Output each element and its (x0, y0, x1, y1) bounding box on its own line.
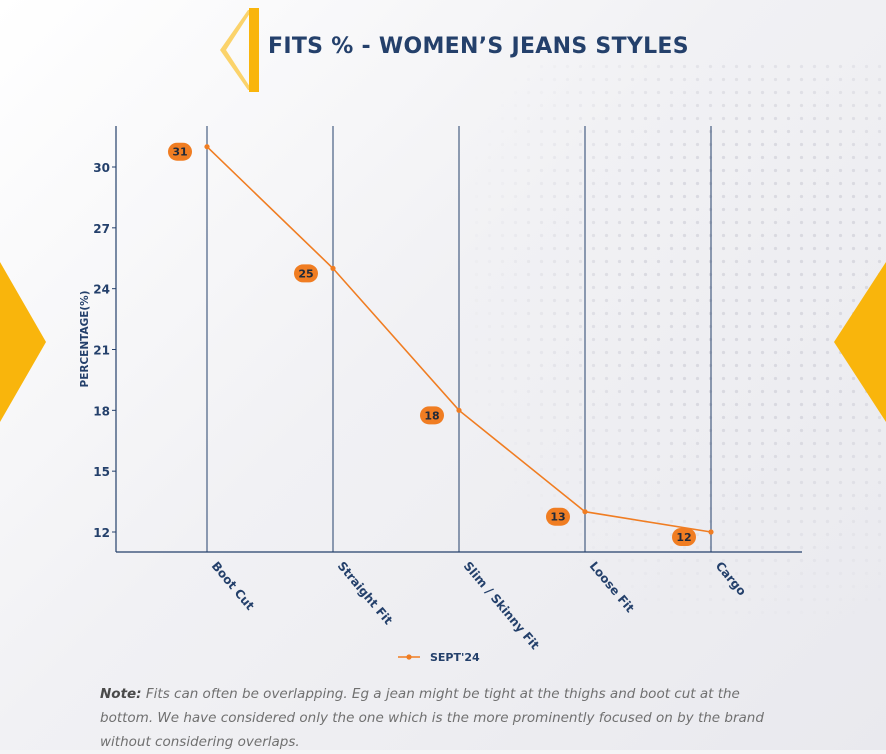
data-label-badge (168, 142, 192, 161)
footnote: Note: Fits can often be overlapping. Eg … (100, 682, 790, 754)
page-title: FITS % - WOMEN’S JEANS STYLES (268, 34, 689, 59)
data-point (582, 509, 588, 515)
legend-marker (406, 654, 412, 660)
legend-label: SEPT'24 (430, 651, 480, 664)
y-tick-label: 18 (93, 404, 110, 418)
line-chart: 12 15 18 21 24 27 30 PERCENTAGE(%) Boot Cut Strai… (79, 126, 802, 664)
data-label: 25 (298, 267, 313, 280)
data-point (456, 407, 462, 413)
data-label: 13 (550, 511, 565, 524)
x-tick-label: Boot Cut (209, 559, 258, 613)
x-tick-label: Slim / Skinny Fit (461, 559, 543, 652)
data-label-badge (672, 528, 696, 546)
x-tick-label: Cargo (713, 559, 749, 598)
data-point (330, 265, 336, 271)
data-label: 31 (172, 146, 187, 159)
left-accent-triangle (0, 262, 46, 422)
y-tick-label: 24 (93, 283, 110, 297)
right-accent-triangle (834, 262, 886, 422)
y-tick-label: 30 (93, 161, 110, 175)
y-tick-label: 21 (93, 344, 110, 358)
note-label: Note: (100, 686, 142, 702)
data-label: 18 (424, 409, 439, 422)
y-tick-label: 15 (93, 465, 110, 479)
data-label-badge (294, 264, 318, 283)
data-point (204, 144, 210, 150)
y-tick-label: 27 (93, 222, 110, 236)
x-tick-label: Straight Fit (335, 559, 396, 628)
note-text: Fits can often be overlapping. Eg a jean… (100, 686, 764, 750)
y-axis-label: PERCENTAGE(%) (79, 290, 91, 387)
data-label: 12 (676, 531, 691, 544)
data-point (708, 529, 714, 535)
data-label-badge (420, 406, 444, 425)
data-label-badge (546, 507, 570, 526)
title-accent-bar (249, 8, 259, 92)
y-tick-label: 12 (93, 526, 110, 540)
x-tick-label: Loose Fit (587, 559, 638, 615)
